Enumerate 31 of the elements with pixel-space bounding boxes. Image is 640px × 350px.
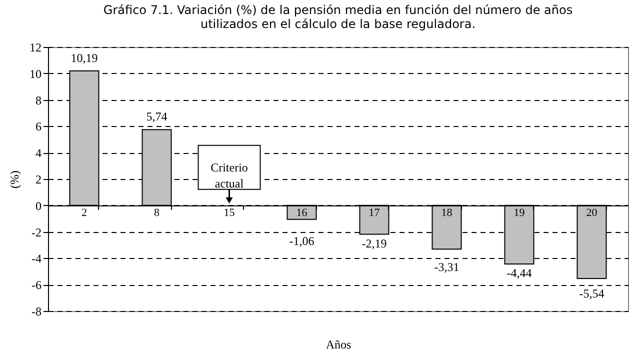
annotation: Criterio actual [210,160,248,190]
data-label: -4,44 [506,266,532,280]
y-tick-label: 6 [36,120,42,134]
y-tick-label: 2 [36,172,42,186]
x-tick-label: 19 [514,206,526,219]
x-tick-label: 16 [296,206,308,219]
x-tick-label: 2 [82,206,87,219]
text: utilizados en el cálculo de la base reguladora. [200,17,476,31]
y-axis-title: (%) [8,170,22,188]
data-label: 10,19 [70,50,98,65]
y-tick-label: -8 [32,304,42,318]
data-label: 5,74 [146,110,168,124]
x-tick-label: 18 [441,206,453,219]
data-label: -3,31 [434,260,460,274]
y-tick-label: 0 [36,198,42,213]
x-tick-label: 20 [586,206,598,219]
y-tick-label: 8 [36,93,42,108]
data-label: -5,54 [579,286,604,301]
y-tick-label: 12 [30,40,42,54]
y-tick-label: 10 [30,66,42,81]
x-tick-label: 17 [368,206,380,219]
x-tick-label: 15 [224,206,236,219]
y-tick-label: -4 [32,252,42,266]
x-axis-title: Años [326,338,352,350]
text: Gráfico 7.1. Variación (%) de la pensión media en función del número de años [103,3,573,17]
y-tick-label: -2 [32,225,42,240]
y-tick-label: 4 [36,146,42,160]
y-tick-label: -6 [32,278,42,292]
data-label: -2,19 [362,236,387,250]
x-tick-label: 8 [154,206,160,219]
data-label: -1,06 [289,234,314,248]
